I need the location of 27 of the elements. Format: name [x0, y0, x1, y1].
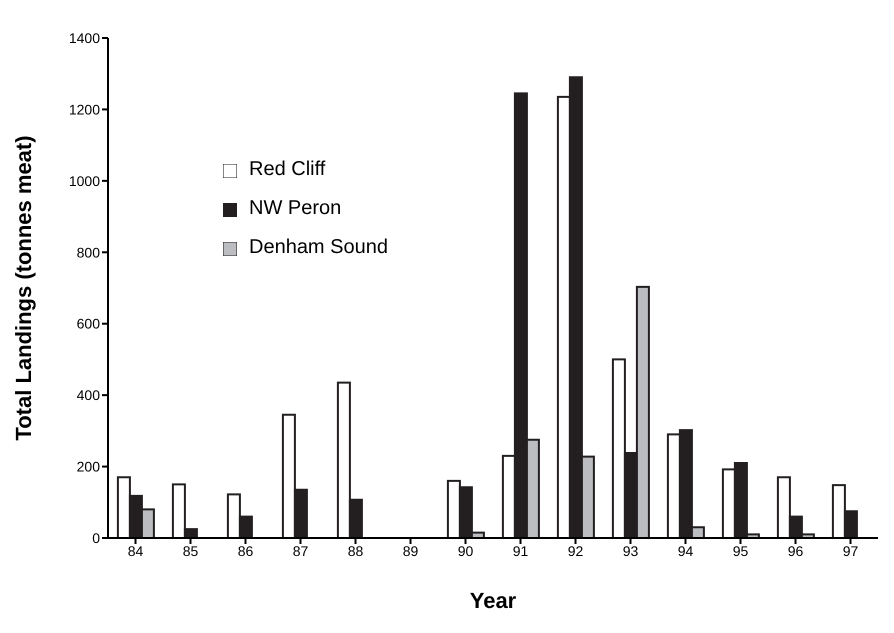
x-tick-label: 89: [402, 542, 418, 559]
x-tick-label: 92: [568, 542, 584, 559]
x-tick-label: 94: [678, 542, 694, 559]
y-tick-label: 800: [76, 244, 100, 260]
x-tick-label: 95: [732, 542, 748, 559]
x-tick-label: 97: [842, 542, 858, 559]
legend-label: Denham Sound: [249, 236, 388, 258]
x-tick-label: 93: [622, 542, 638, 559]
y-tick-label: 600: [76, 316, 100, 332]
y-tick-label: 1200: [68, 101, 100, 118]
x-tick-label: 96: [788, 542, 804, 559]
x-tick-label: 85: [182, 542, 198, 559]
x-tick-label: 86: [238, 542, 254, 559]
y-tick-label: 400: [76, 387, 100, 404]
legend-label: Red Cliff: [249, 158, 326, 180]
legend-label: NW Peron: [249, 197, 342, 219]
y-tick-label: 1400: [68, 30, 100, 46]
x-axis-title: Year: [470, 588, 517, 613]
x-tick-label: 87: [292, 542, 308, 559]
x-tick-label: 90: [458, 542, 474, 559]
y-tick-label: 1000: [68, 172, 100, 189]
x-tick-label: 88: [348, 542, 364, 559]
y-tick-label: 200: [76, 458, 100, 475]
y-tick-label: 0: [92, 530, 100, 546]
x-tick-label: 91: [512, 542, 528, 559]
x-tick-label: 84: [128, 542, 144, 559]
y-axis-title: Total Landings (tonnes meat): [10, 135, 36, 441]
